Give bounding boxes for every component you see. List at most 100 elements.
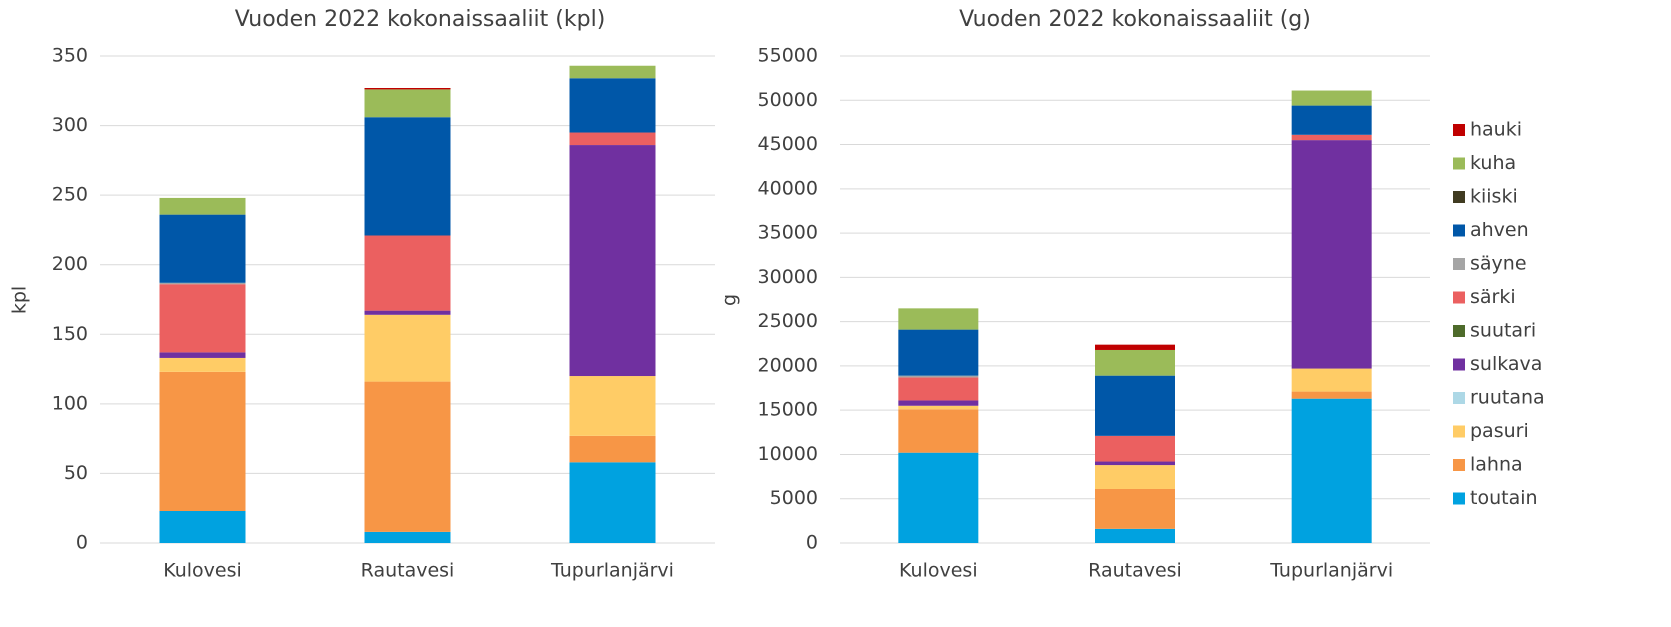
y-tick-label: 25000	[758, 310, 818, 332]
bar-segment	[569, 462, 656, 543]
bar-segment	[159, 510, 246, 543]
bar-segment	[1095, 344, 1175, 350]
bar-segment	[569, 376, 656, 436]
legend-label: särki	[1470, 286, 1516, 308]
y-tick-label: 5000	[770, 487, 818, 509]
bar-segment	[569, 132, 656, 146]
bar-segment	[159, 214, 246, 283]
bar-segment	[159, 352, 246, 358]
legend-label: säyne	[1470, 253, 1527, 275]
chart-title: Vuoden 2022 kokonaissaaliit (kpl)	[235, 7, 606, 32]
y-tick-label: 0	[806, 532, 818, 554]
y-tick-label: 40000	[758, 177, 818, 199]
legend-label: ahven	[1470, 219, 1529, 241]
bar-segment	[898, 329, 979, 376]
bar-segment	[898, 400, 979, 406]
bar-segment	[364, 117, 451, 236]
legend-swatch	[1453, 258, 1465, 270]
bar-segment	[364, 381, 451, 532]
legend-swatch	[1453, 124, 1465, 136]
legend-swatch	[1453, 291, 1465, 304]
bar-segment	[1291, 398, 1372, 543]
bar-segment	[364, 314, 451, 382]
legend-swatch	[1453, 325, 1465, 337]
y-tick-label: 0	[76, 532, 88, 554]
legend-label: kiiski	[1470, 186, 1518, 208]
y-tick-label: 350	[52, 45, 88, 67]
y-tick-label: 45000	[758, 133, 818, 155]
legend-label: toutain	[1470, 487, 1538, 509]
x-tick-label: Kulovesi	[899, 560, 978, 582]
y-tick-label: 200	[52, 253, 88, 275]
x-tick-label: Rautavesi	[361, 560, 455, 582]
y-tick-label: 30000	[758, 266, 818, 288]
x-tick-label: Rautavesi	[1088, 560, 1182, 582]
x-tick-label: Tupurlanjärvi	[550, 560, 674, 582]
bar-segment	[898, 375, 979, 378]
bar-segment	[1291, 105, 1372, 135]
legend-swatch	[1453, 191, 1465, 203]
x-tick-label: Kulovesi	[163, 560, 242, 582]
bar-segment	[1095, 375, 1175, 436]
y-tick-label: 50000	[758, 89, 818, 111]
bar-segment	[159, 197, 246, 215]
bar-segment	[1095, 461, 1175, 466]
bar-segment	[569, 65, 656, 79]
bar-segment	[364, 235, 451, 311]
y-tick-label: 15000	[758, 399, 818, 421]
bar-segment	[1291, 90, 1372, 106]
y-tick-label: 250	[52, 184, 88, 206]
chart-title: Vuoden 2022 kokonaissaaliit (g)	[959, 7, 1311, 32]
bar-segment	[1095, 465, 1175, 489]
bar-segment	[159, 282, 246, 285]
bar-segment	[1291, 134, 1372, 141]
bar-segment	[1291, 391, 1372, 399]
bar-segment	[159, 284, 246, 353]
y-tick-label: 150	[52, 323, 88, 345]
legend-label: pasuri	[1470, 420, 1529, 442]
bar-segment	[569, 78, 656, 133]
legend-label: suutari	[1470, 320, 1536, 342]
legend-label: sulkava	[1470, 353, 1542, 375]
y-tick-label: 100	[52, 392, 88, 414]
bar-segment	[898, 409, 979, 453]
bar-segment	[364, 89, 451, 118]
y-tick-label: 55000	[758, 45, 818, 67]
legend-label: kuha	[1470, 152, 1516, 174]
bar-segment	[1291, 140, 1372, 369]
y-tick-label: 35000	[758, 222, 818, 244]
y-tick-label: 20000	[758, 354, 818, 376]
legend-label: lahna	[1470, 454, 1523, 476]
legend-swatch	[1453, 425, 1465, 438]
bar-segment	[898, 308, 979, 330]
legend-swatch	[1453, 459, 1465, 471]
bar-segment	[364, 531, 451, 543]
y-tick-label: 50	[64, 462, 88, 484]
bar-segment	[159, 371, 246, 511]
bar-segment	[364, 310, 451, 315]
bar-segment	[1095, 435, 1175, 462]
bar-segment	[898, 405, 979, 410]
y-tick-label: 10000	[758, 443, 818, 465]
legend-swatch	[1453, 224, 1465, 237]
y-axis-label: kpl	[9, 286, 31, 314]
legend-swatch	[1453, 392, 1465, 404]
legend-swatch	[1453, 492, 1465, 505]
bar-segment	[364, 88, 451, 90]
x-tick-label: Tupurlanjärvi	[1269, 560, 1393, 582]
legend-label: ruutana	[1470, 387, 1545, 409]
bar-segment	[898, 377, 979, 401]
bar-segment	[898, 452, 979, 543]
bar-segment	[159, 357, 246, 372]
y-tick-label: 300	[52, 114, 88, 136]
bar-segment	[569, 435, 656, 463]
y-axis-label: g	[719, 294, 741, 306]
bar-segment	[1095, 488, 1175, 529]
bar-segment	[569, 145, 656, 377]
legend-swatch	[1453, 358, 1465, 371]
bar-segment	[1095, 349, 1175, 376]
legend-swatch	[1453, 157, 1465, 170]
bar-segment	[1095, 528, 1175, 543]
